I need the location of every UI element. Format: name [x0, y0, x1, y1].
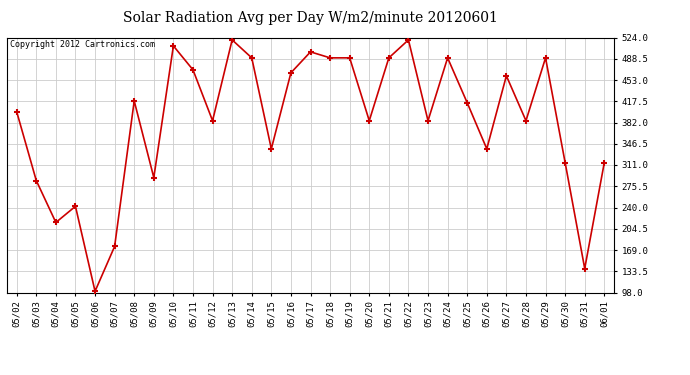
Text: Copyright 2012 Cartronics.com: Copyright 2012 Cartronics.com	[10, 40, 155, 49]
Text: Solar Radiation Avg per Day W/m2/minute 20120601: Solar Radiation Avg per Day W/m2/minute …	[123, 11, 498, 25]
